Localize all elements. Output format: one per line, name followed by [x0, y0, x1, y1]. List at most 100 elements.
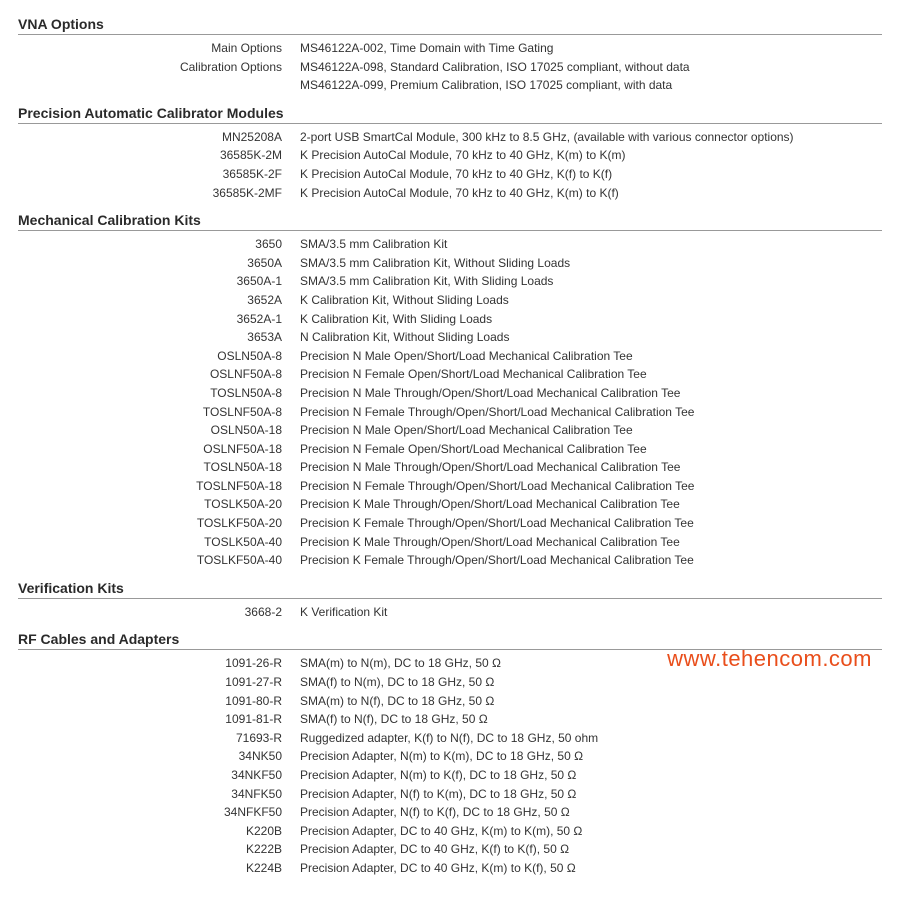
spec-value: Precision K Female Through/Open/Short/Lo… — [300, 551, 882, 570]
spec-label: OSLN50A-8 — [18, 347, 300, 366]
spec-label — [18, 76, 300, 95]
spec-label: 1091-80-R — [18, 692, 300, 711]
spec-label: MN25208A — [18, 128, 300, 147]
spec-row: TOSLNF50A-8Precision N Female Through/Op… — [18, 403, 882, 422]
spec-label: 3652A-1 — [18, 310, 300, 329]
spec-value: Precision N Male Open/Short/Load Mechani… — [300, 421, 882, 440]
spec-value: Precision N Female Open/Short/Load Mecha… — [300, 365, 882, 384]
spec-value: N Calibration Kit, Without Sliding Loads — [300, 328, 882, 347]
spec-value: Precision Adapter, N(f) to K(m), DC to 1… — [300, 785, 882, 804]
watermark-text: www.tehencom.com — [667, 646, 872, 672]
spec-value: MS46122A-098, Standard Calibration, ISO … — [300, 58, 882, 77]
spec-label: 1091-81-R — [18, 710, 300, 729]
section-divider — [18, 34, 882, 35]
section-title: Mechanical Calibration Kits — [18, 212, 882, 228]
spec-label: 34NK50 — [18, 747, 300, 766]
spec-label: 71693-R — [18, 729, 300, 748]
spec-value: Precision Adapter, N(m) to K(m), DC to 1… — [300, 747, 882, 766]
spec-label: TOSLN50A-18 — [18, 458, 300, 477]
spec-value: Precision Adapter, N(m) to K(f), DC to 1… — [300, 766, 882, 785]
spec-value: Precision N Female Open/Short/Load Mecha… — [300, 440, 882, 459]
spec-label: K222B — [18, 840, 300, 859]
spec-value: SMA(f) to N(f), DC to 18 GHz, 50 Ω — [300, 710, 882, 729]
spec-label: 3668-2 — [18, 603, 300, 622]
spec-label: OSLN50A-18 — [18, 421, 300, 440]
spec-label: 36585K-2MF — [18, 184, 300, 203]
spec-row: 3650ASMA/3.5 mm Calibration Kit, Without… — [18, 254, 882, 273]
spec-value: SMA/3.5 mm Calibration Kit, With Sliding… — [300, 272, 882, 291]
spec-label: TOSLKF50A-20 — [18, 514, 300, 533]
spec-label: Calibration Options — [18, 58, 300, 77]
section-title: Precision Automatic Calibrator Modules — [18, 105, 882, 121]
spec-row: OSLN50A-8Precision N Male Open/Short/Loa… — [18, 347, 882, 366]
spec-row: K222BPrecision Adapter, DC to 40 GHz, K(… — [18, 840, 882, 859]
spec-row: 1091-27-RSMA(f) to N(m), DC to 18 GHz, 5… — [18, 673, 882, 692]
spec-row: 3668-2K Verification Kit — [18, 603, 882, 622]
spec-value: SMA(f) to N(m), DC to 18 GHz, 50 Ω — [300, 673, 882, 692]
spec-value: K Calibration Kit, Without Sliding Loads — [300, 291, 882, 310]
spec-row: K224BPrecision Adapter, DC to 40 GHz, K(… — [18, 859, 882, 878]
spec-row: 71693-RRuggedized adapter, K(f) to N(f),… — [18, 729, 882, 748]
spec-value: Precision N Male Open/Short/Load Mechani… — [300, 347, 882, 366]
spec-value: MS46122A-002, Time Domain with Time Gati… — [300, 39, 882, 58]
spec-label: TOSLK50A-40 — [18, 533, 300, 552]
spec-row: Main OptionsMS46122A-002, Time Domain wi… — [18, 39, 882, 58]
spec-label: TOSLN50A-8 — [18, 384, 300, 403]
spec-row: 36585K-2FK Precision AutoCal Module, 70 … — [18, 165, 882, 184]
spec-row: 3650A-1SMA/3.5 mm Calibration Kit, With … — [18, 272, 882, 291]
spec-row: K220BPrecision Adapter, DC to 40 GHz, K(… — [18, 822, 882, 841]
section-divider — [18, 123, 882, 124]
spec-row: Calibration OptionsMS46122A-098, Standar… — [18, 58, 882, 77]
spec-value: Precision K Male Through/Open/Short/Load… — [300, 533, 882, 552]
spec-value: Precision K Male Through/Open/Short/Load… — [300, 495, 882, 514]
spec-row: 36585K-2MFK Precision AutoCal Module, 70… — [18, 184, 882, 203]
section-divider — [18, 598, 882, 599]
spec-label: TOSLNF50A-8 — [18, 403, 300, 422]
spec-row: 34NFKF50Precision Adapter, N(f) to K(f),… — [18, 803, 882, 822]
spec-value: 2-port USB SmartCal Module, 300 kHz to 8… — [300, 128, 882, 147]
spec-row: MS46122A-099, Premium Calibration, ISO 1… — [18, 76, 882, 95]
spec-sheet: VNA Options Main OptionsMS46122A-002, Tim… — [18, 16, 882, 878]
spec-value: SMA(m) to N(f), DC to 18 GHz, 50 Ω — [300, 692, 882, 711]
spec-value: Precision N Male Through/Open/Short/Load… — [300, 458, 882, 477]
spec-value: Precision Adapter, DC to 40 GHz, K(m) to… — [300, 822, 882, 841]
spec-value: SMA/3.5 mm Calibration Kit — [300, 235, 882, 254]
spec-row: 3653AN Calibration Kit, Without Sliding … — [18, 328, 882, 347]
spec-value: K Precision AutoCal Module, 70 kHz to 40… — [300, 146, 882, 165]
spec-row: OSLN50A-18Precision N Male Open/Short/Lo… — [18, 421, 882, 440]
spec-value: Precision N Male Through/Open/Short/Load… — [300, 384, 882, 403]
section-title: VNA Options — [18, 16, 882, 32]
spec-value: Precision N Female Through/Open/Short/Lo… — [300, 403, 882, 422]
spec-row: 1091-81-RSMA(f) to N(f), DC to 18 GHz, 5… — [18, 710, 882, 729]
spec-label: TOSLK50A-20 — [18, 495, 300, 514]
spec-row: TOSLK50A-20Precision K Male Through/Open… — [18, 495, 882, 514]
spec-label: OSLNF50A-18 — [18, 440, 300, 459]
spec-label: 3650A — [18, 254, 300, 273]
spec-label: 3653A — [18, 328, 300, 347]
spec-row: TOSLK50A-40Precision K Male Through/Open… — [18, 533, 882, 552]
spec-row: 3650SMA/3.5 mm Calibration Kit — [18, 235, 882, 254]
spec-label: TOSLKF50A-40 — [18, 551, 300, 570]
spec-label: 34NFKF50 — [18, 803, 300, 822]
spec-value: SMA/3.5 mm Calibration Kit, Without Slid… — [300, 254, 882, 273]
section-divider — [18, 230, 882, 231]
spec-value: Precision Adapter, DC to 40 GHz, K(f) to… — [300, 840, 882, 859]
spec-value: Precision K Female Through/Open/Short/Lo… — [300, 514, 882, 533]
spec-row: 36585K-2MK Precision AutoCal Module, 70 … — [18, 146, 882, 165]
spec-row: 34NKF50Precision Adapter, N(m) to K(f), … — [18, 766, 882, 785]
spec-value: Ruggedized adapter, K(f) to N(f), DC to … — [300, 729, 882, 748]
spec-row: TOSLNF50A-18Precision N Female Through/O… — [18, 477, 882, 496]
spec-label: 3650 — [18, 235, 300, 254]
spec-label: K224B — [18, 859, 300, 878]
spec-value: K Precision AutoCal Module, 70 kHz to 40… — [300, 184, 882, 203]
spec-value: Precision Adapter, N(f) to K(f), DC to 1… — [300, 803, 882, 822]
spec-row: 34NFK50Precision Adapter, N(f) to K(m), … — [18, 785, 882, 804]
spec-row: TOSLKF50A-40Precision K Female Through/O… — [18, 551, 882, 570]
spec-row: TOSLKF50A-20Precision K Female Through/O… — [18, 514, 882, 533]
spec-row: OSLNF50A-8Precision N Female Open/Short/… — [18, 365, 882, 384]
spec-label: K220B — [18, 822, 300, 841]
section-title: Verification Kits — [18, 580, 882, 596]
spec-row: OSLNF50A-18Precision N Female Open/Short… — [18, 440, 882, 459]
spec-label: 36585K-2F — [18, 165, 300, 184]
spec-label: TOSLNF50A-18 — [18, 477, 300, 496]
